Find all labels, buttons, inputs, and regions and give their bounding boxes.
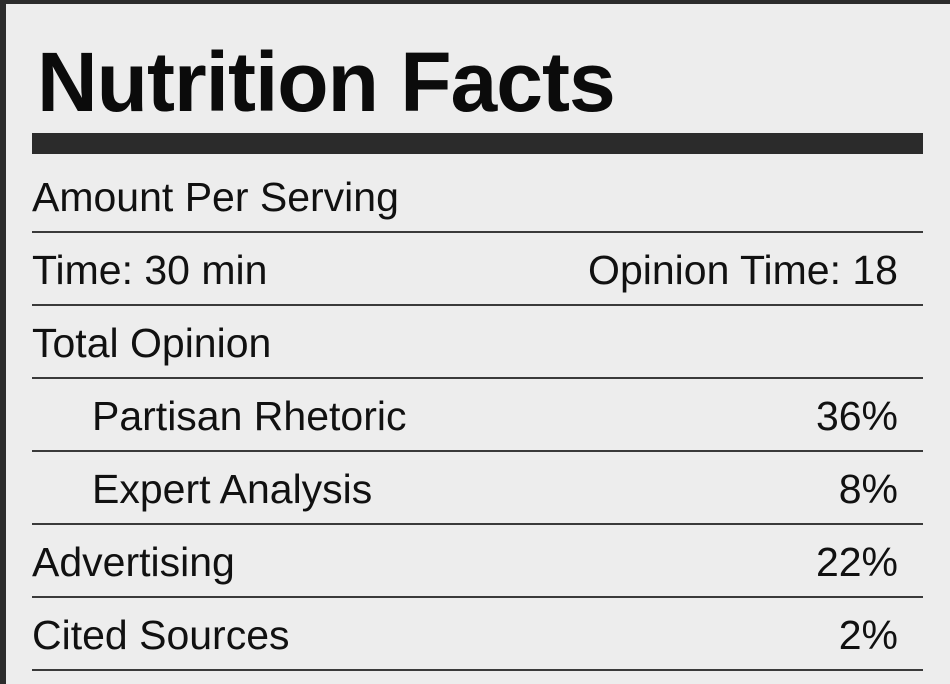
sub-item-value: 8% — [838, 466, 898, 512]
label-title: Nutrition Facts — [37, 35, 616, 129]
sub-item-label: Partisan Rhetoric — [92, 393, 407, 439]
opinion-time-value: Opinion Time: 18 — [588, 247, 898, 293]
item-value: 2% — [838, 612, 898, 658]
sub-item-row: Partisan Rhetoric 36% — [32, 379, 923, 452]
time-label: Time: 30 min — [32, 247, 268, 293]
sub-item-value: 36% — [815, 393, 898, 439]
total-opinion-label: Total Opinion — [32, 320, 272, 366]
item-label: Advertising — [32, 539, 235, 585]
nutrition-label: Nutrition Facts Amount Per Serving Time:… — [6, 4, 950, 684]
item-row: Cited Sources 2% — [32, 598, 923, 671]
item-row: Advertising 22% — [32, 525, 923, 598]
serving-header: Amount Per Serving — [32, 174, 399, 220]
sub-item-label: Expert Analysis — [92, 466, 373, 512]
item-label: Cited Sources — [32, 612, 290, 658]
time-row: Time: 30 min Opinion Time: 18 — [32, 233, 923, 306]
serving-row: Amount Per Serving — [32, 160, 923, 233]
total-opinion-row: Total Opinion — [32, 306, 923, 379]
sub-item-row: Expert Analysis 8% — [32, 452, 923, 525]
thick-divider — [32, 133, 923, 154]
item-value: 22% — [815, 539, 898, 585]
